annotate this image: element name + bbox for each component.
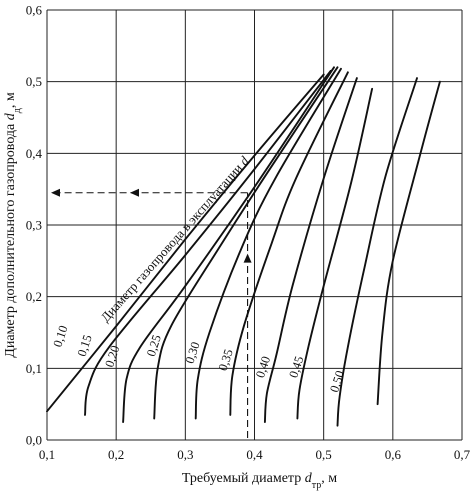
y-tick-label: 0,6 <box>26 3 43 18</box>
arrow-left-icon <box>130 188 139 197</box>
series-label: 0,25 <box>144 333 164 358</box>
chart-curve-labels: 0,10 0,15 0,20 0,25 0,30 0,35 0,40 0,45 0,50 <box>50 324 347 394</box>
series-label: 0,40 <box>253 354 273 379</box>
series-label: 0,20 <box>102 344 122 369</box>
axis-title-main: Требуемый диаметр <box>182 471 305 486</box>
series-label: 0,50 <box>327 369 347 394</box>
chart-grid <box>46 9 463 441</box>
series-curve <box>376 80 441 406</box>
series-label: 0,15 <box>75 333 95 358</box>
series-label: 0,10 <box>50 324 70 349</box>
axis-title-symbol: d <box>305 471 313 486</box>
axis-title-unit: , м <box>3 92 18 108</box>
chart-example-path <box>50 188 252 438</box>
y-tick-label: 0,1 <box>26 361 42 376</box>
chart-curves <box>46 66 441 427</box>
series-curve <box>84 69 332 416</box>
series-label: 0,45 <box>286 354 306 379</box>
x-tick-label: 0,5 <box>316 447 332 462</box>
x-tick-label: 0,2 <box>108 447 124 462</box>
y-tick-label: 0,3 <box>26 218 42 233</box>
x-axis-title: Требуемый диаметр dтр, м <box>182 471 337 491</box>
x-tick-label: 0,6 <box>385 447 402 462</box>
axis-title-main: Диаметр дополнительного газопровода <box>3 120 18 357</box>
chart-tick-labels: 0,1 0,2 0,3 0,4 0,5 0,6 0,70,00,10,20,30,40,50… <box>26 3 471 463</box>
y-tick-label: 0,2 <box>26 289 42 304</box>
series-curve <box>229 71 349 416</box>
y-axis-title: Диаметр дополнительного газопровода dд, … <box>3 92 23 358</box>
axis-title-symbol: d <box>3 112 18 120</box>
x-tick-label: 0,1 <box>39 447 55 462</box>
series-curve <box>263 77 358 424</box>
x-tick-label: 0,3 <box>177 447 193 462</box>
axis-title-subscript: д <box>12 108 23 113</box>
x-tick-label: 0,7 <box>454 447 471 462</box>
series-curve <box>46 73 325 413</box>
y-tick-label: 0,0 <box>26 433 42 448</box>
y-tick-label: 0,4 <box>26 146 43 161</box>
series-curve <box>336 77 418 427</box>
axis-title-unit: , м <box>321 471 337 486</box>
series-curve <box>296 87 374 420</box>
arrow-up-icon <box>243 253 252 263</box>
arrow-left-icon <box>51 188 60 197</box>
x-tick-label: 0,4 <box>246 447 263 462</box>
series-label: 0,35 <box>216 347 236 372</box>
axis-title-subscript: тр <box>312 480 322 491</box>
series-curve <box>153 66 339 420</box>
series-curve <box>194 67 342 420</box>
series-label: 0,30 <box>183 340 203 365</box>
series-curve <box>122 66 335 424</box>
y-tick-label: 0,5 <box>26 74 42 89</box>
